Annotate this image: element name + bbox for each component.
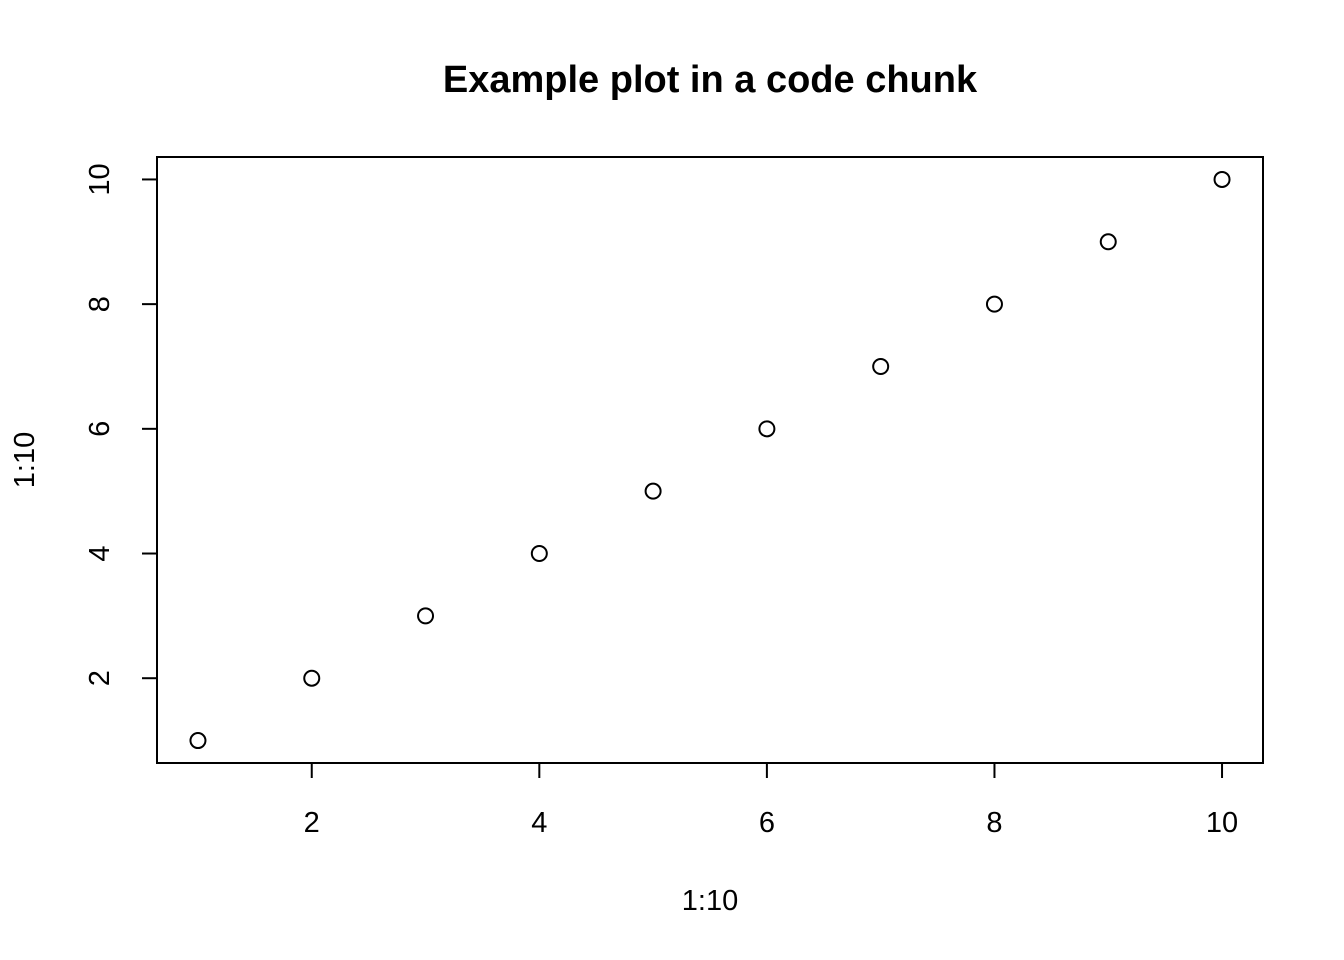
y-axis-label: 1:10 (9, 432, 41, 488)
x-tick-label: 4 (531, 807, 547, 839)
x-axis: 2 4 6 8 10 (304, 763, 1238, 839)
y-tick-label: 2 (84, 670, 116, 686)
data-point (644, 482, 662, 500)
x-axis-label: 1:10 (682, 885, 738, 917)
data-point (872, 357, 890, 375)
y-tick-label: 4 (84, 545, 116, 561)
data-points (189, 170, 1231, 750)
data-point (530, 545, 548, 563)
data-point (417, 607, 435, 625)
data-point (1099, 233, 1117, 251)
x-tick-label: 10 (1206, 807, 1238, 839)
y-tick-label: 6 (84, 421, 116, 437)
data-point (303, 669, 321, 687)
x-tick-label: 2 (304, 807, 320, 839)
data-point (985, 295, 1003, 313)
data-point (189, 732, 207, 750)
data-point (758, 420, 776, 438)
y-tick-label: 10 (84, 163, 116, 195)
data-point (1213, 170, 1231, 188)
x-tick-label: 6 (759, 807, 775, 839)
y-tick-label: 8 (84, 296, 116, 312)
plot-frame (156, 156, 1264, 764)
chart-title: Example plot in a code chunk (443, 59, 978, 101)
x-tick-label: 8 (986, 807, 1002, 839)
y-axis: 2 4 6 8 10 (84, 163, 157, 686)
